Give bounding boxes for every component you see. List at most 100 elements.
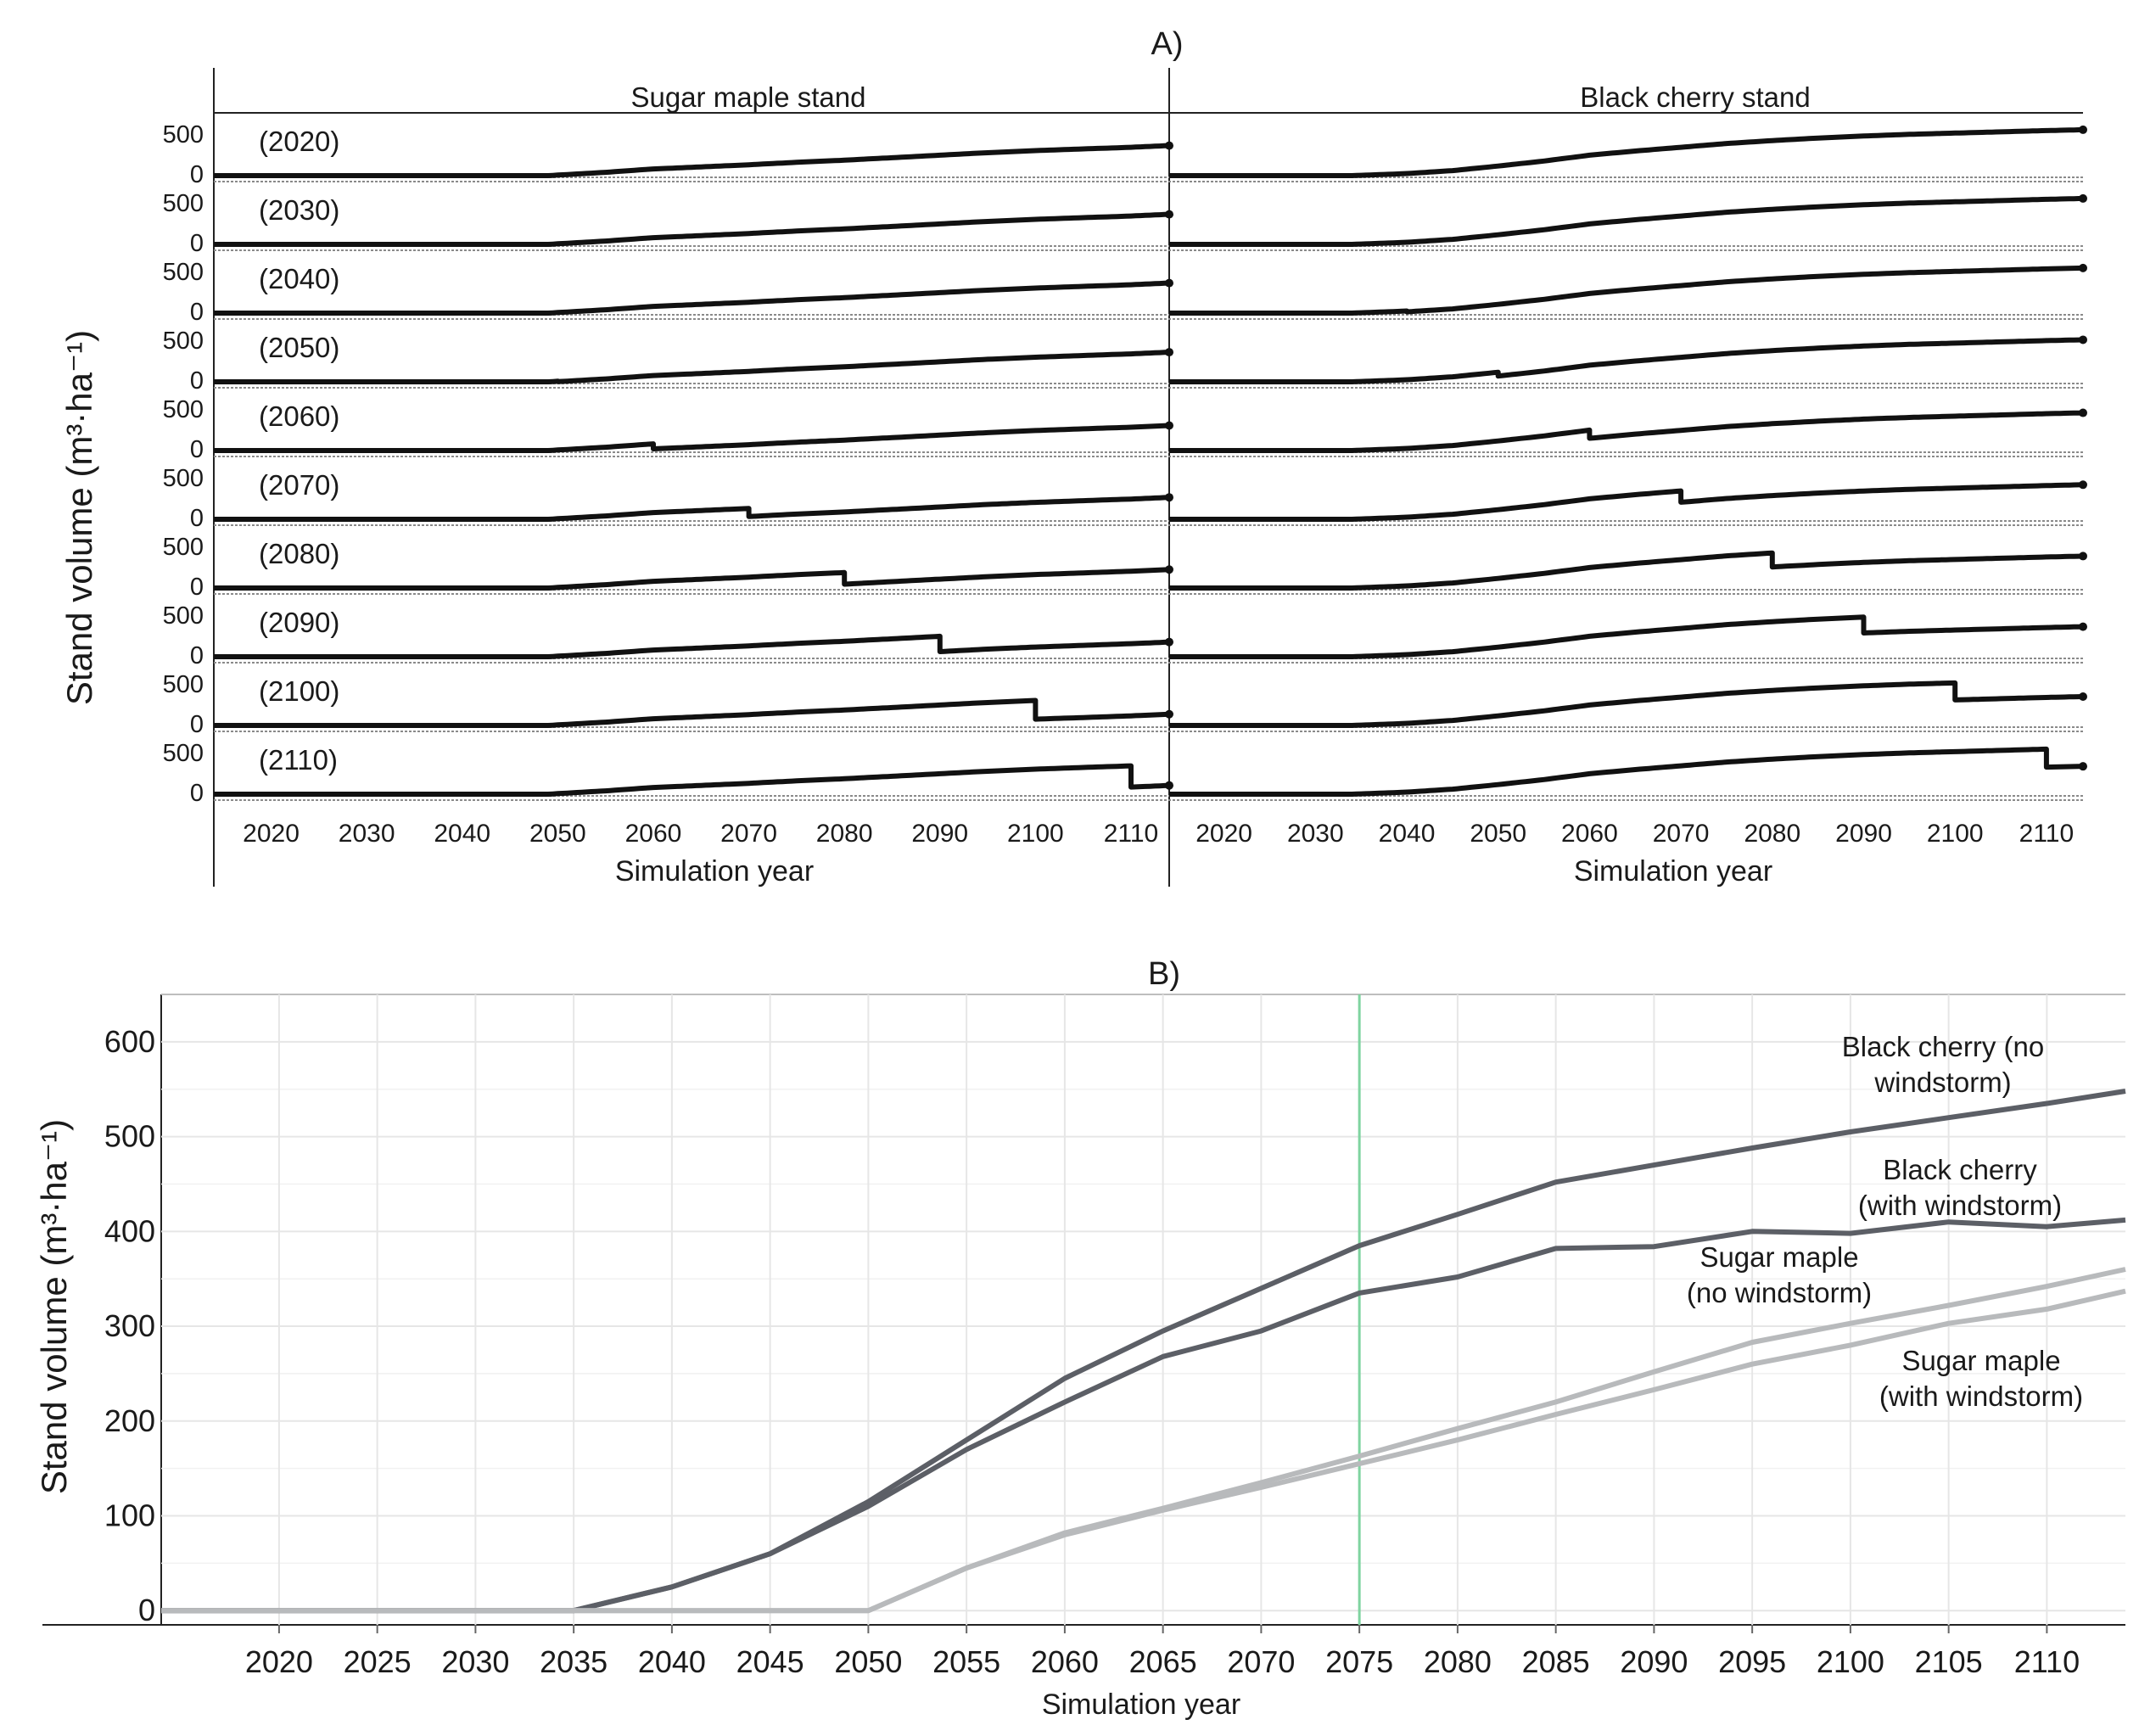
- facet-y-tick-label: 500: [163, 740, 204, 767]
- panel-a-x-tick-label: 2050: [1470, 820, 1526, 848]
- panel-a-x-tick-label: 2070: [1653, 820, 1710, 848]
- facet-y-tick-label: 0: [190, 367, 204, 395]
- panel-b-x-axis-label: Simulation year: [1042, 1688, 1240, 1721]
- sugar-maple-facet-line: [214, 280, 1170, 316]
- panel-a-x-tick-label: 2090: [1835, 820, 1892, 848]
- facet-y-tick-label: 0: [190, 230, 204, 257]
- black-cherry-facet-line: [1169, 614, 2084, 659]
- series-annotation: Black cherry: [1883, 1154, 2037, 1185]
- panel-b-x-tick-label: 2030: [441, 1644, 509, 1679]
- facet-y-tick-label: 0: [190, 505, 204, 532]
- panel-b-y-tick-label: 200: [104, 1403, 155, 1438]
- panel-b-x-tick-label: 2040: [638, 1644, 706, 1679]
- facet-row-label: (2040): [259, 263, 339, 294]
- facet-line-end-point: [1165, 637, 1173, 647]
- facet-line-end-point: [1165, 210, 1173, 219]
- facet-y-tick-label: 500: [163, 465, 204, 492]
- black-cherry-facet-line: [1169, 482, 2084, 522]
- panel-b-x-tick-label: 2095: [1718, 1644, 1786, 1679]
- sugar-maple-with-windstorm-line: [161, 1288, 2126, 1614]
- facet-line-end-point: [2079, 692, 2087, 701]
- panel-a-column-title: Sugar maple stand: [630, 81, 865, 113]
- panel-a: A) Sugar maple stand Black cherry stand Sta…: [59, 26, 2087, 888]
- facet-line-end-point: [1165, 781, 1173, 790]
- panel-a-x-tick-label: 2060: [1561, 820, 1618, 848]
- panel-a-x-tick-label: 2070: [720, 820, 777, 848]
- panel-a-x-tick-label: 2110: [1104, 820, 1159, 848]
- sugar-maple-facet-line: [214, 567, 1170, 591]
- panel-a-x-tick-label: 2110: [2019, 820, 2075, 848]
- facet-y-tick-label: 0: [190, 436, 204, 463]
- sugar-maple-facet-line: [214, 211, 1170, 247]
- series-annotation: windstorm): [1873, 1067, 2011, 1098]
- panel-b-y-axis-label: Stand volume (m³·ha⁻¹): [34, 1119, 74, 1494]
- facet-line-end-point: [2079, 480, 2087, 490]
- facet-y-tick-label: 500: [163, 396, 204, 423]
- panel-b-y-tick-label: 600: [104, 1024, 155, 1059]
- facet-y-tick-label: 500: [163, 190, 204, 217]
- series-annotation: (with windstorm): [1858, 1190, 2062, 1221]
- facet-line-end-point: [2079, 193, 2087, 203]
- facet-y-tick-label: 0: [190, 711, 204, 738]
- facet-line-end-point: [2079, 552, 2087, 561]
- panel-b-x-tick-label: 2100: [1817, 1644, 1884, 1679]
- panel-b-x-tick-label: 2105: [1915, 1644, 1983, 1679]
- black-cherry-facet-line: [1169, 746, 2084, 797]
- panel-a-x-axis-label: Simulation year: [1574, 855, 1772, 888]
- black-cherry-facet-line: [1169, 195, 2084, 247]
- facet-y-tick-label: 0: [190, 299, 204, 326]
- panel-a-x-tick-label: 2080: [816, 820, 873, 848]
- sugar-maple-facet-line: [214, 763, 1170, 797]
- panel-a-title: A): [1151, 26, 1184, 62]
- black-cherry-facet-line: [1169, 410, 2084, 453]
- panel-b-y-tick-label: 400: [104, 1213, 155, 1248]
- panel-a-x-tick-label: 2100: [1007, 820, 1064, 848]
- facet-line-end-point: [1165, 421, 1173, 430]
- series-annotation: Sugar maple: [1901, 1345, 2060, 1376]
- facet-line-end-point: [1165, 141, 1173, 150]
- facet-line-end-point: [1165, 709, 1173, 719]
- panel-b-y-tick-label: 100: [104, 1498, 155, 1533]
- panel-b-x-tick-label: 2090: [1620, 1644, 1688, 1679]
- panel-a-x-tick-label: 2080: [1744, 820, 1800, 848]
- panel-a-x-tick-label: 2100: [1927, 820, 1984, 848]
- panel-b-x-tick-label: 2025: [344, 1644, 412, 1679]
- facet-y-tick-label: 500: [163, 328, 204, 355]
- panel-a-x-tick-label: 2020: [1195, 820, 1252, 848]
- panel-a-x-tick-label: 2040: [1379, 820, 1436, 848]
- panel-b-x-tick-label: 2085: [1522, 1644, 1590, 1679]
- facet-row-label: (2070): [259, 469, 339, 501]
- sugar-maple-facet-line: [214, 697, 1170, 728]
- panel-b: B) 0 100 200 300 400 500 600 2020 2025 2030 2035 204…: [34, 956, 2126, 1721]
- sugar-maple-facet-line: [214, 633, 1170, 659]
- panel-a-column-title: Black cherry stand: [1580, 81, 1810, 113]
- facet-y-tick-label: 0: [190, 780, 204, 807]
- sugar-maple-facet-line: [214, 350, 1170, 384]
- black-cherry-facet-line: [1169, 265, 2084, 316]
- black-cherry-facet-line: [1169, 550, 2084, 591]
- panel-b-x-tick-label: 2080: [1424, 1644, 1492, 1679]
- facet-line-end-point: [2079, 408, 2087, 417]
- facet-row-label: (2080): [259, 538, 339, 569]
- panel-b-x-tick-label: 2070: [1227, 1644, 1295, 1679]
- sugar-maple-facet-line: [214, 423, 1170, 453]
- facet-y-tick-label: 0: [190, 161, 204, 188]
- facet-row-label: (2060): [259, 400, 339, 432]
- panel-b-x-tick-label: 2020: [245, 1644, 313, 1679]
- sugar-maple-facet-line: [214, 143, 1170, 178]
- facet-y-tick-label: 0: [190, 574, 204, 601]
- panel-a-x-tick-label: 2030: [339, 820, 395, 848]
- panel-a-x-tick-label: 2040: [434, 820, 490, 848]
- panel-a-y-axis-label: Stand volume (m³·ha⁻¹): [59, 330, 99, 705]
- sugar-maple-facet-line: [214, 495, 1170, 522]
- panel-b-x-tick-label: 2110: [2014, 1644, 2080, 1679]
- facet-row-label: (2030): [259, 194, 339, 226]
- series-annotation: (with windstorm): [1879, 1380, 2083, 1412]
- panel-a-x-tick-label: 2020: [243, 820, 300, 848]
- facet-y-tick-label: 500: [163, 259, 204, 286]
- facet-line-end-point: [2079, 125, 2087, 134]
- panel-b-x-tick-label: 2050: [834, 1644, 902, 1679]
- facet-y-tick-label: 500: [163, 534, 204, 561]
- facet-y-tick-label: 500: [163, 121, 204, 148]
- panel-b-x-tick-label: 2035: [540, 1644, 608, 1679]
